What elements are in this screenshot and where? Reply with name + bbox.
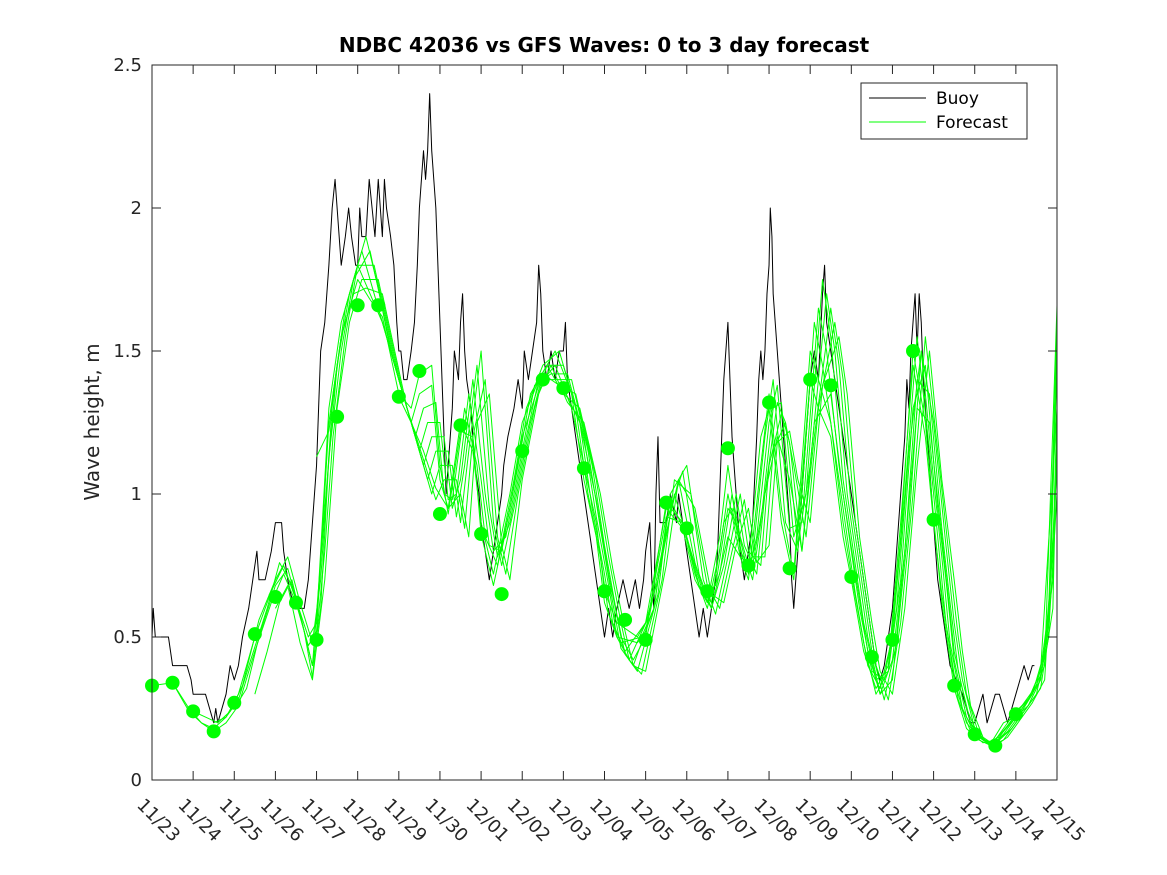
marker-layer [145,298,1023,753]
forecast-marker-33 [823,378,838,393]
forecast-marker-12 [391,389,406,404]
forecast-marker-36 [885,632,900,647]
forecast-marker-38 [926,512,941,527]
forecast-marker-1 [165,675,180,690]
y-tick-label-0: 0 [131,770,142,791]
forecast-series-line-6 [254,264,1058,744]
forecast-marker-5 [247,627,262,642]
forecast-marker-8 [309,632,324,647]
forecast-marker-26 [679,521,694,536]
plot-area [145,64,1058,781]
forecast-marker-16 [474,527,489,542]
y-tick-label-3: 1.5 [113,341,142,362]
forecast-marker-31 [782,561,797,576]
y-axis-label: Wave height, m [80,343,104,500]
forecast-marker-17 [494,587,509,602]
forecast-marker-21 [576,461,591,476]
forecast-series-line-7 [274,279,1058,744]
legend-buoy-label: Buoy [936,89,979,109]
forecast-series-line-9 [398,336,1058,747]
legend-box [860,82,1028,140]
forecast-marker-25 [659,495,674,510]
y-tick-label-4: 2 [131,198,142,219]
forecast-marker-27 [700,584,715,599]
y-tick-label-1: 0.5 [113,627,142,648]
forecast-marker-18 [515,444,530,459]
forecast-marker-3 [206,724,221,739]
forecast-marker-19 [535,372,550,387]
forecast-marker-23 [618,612,633,627]
y-axis: 0 0.5 1 1.5 2 2.5 [113,55,1057,791]
axes-background [152,65,1057,780]
forecast-marker-20 [556,381,571,396]
forecast-marker-14 [432,507,447,522]
forecast-marker-42 [1008,707,1023,722]
forecast-marker-24 [638,632,653,647]
forecast-marker-15 [453,418,468,433]
forecast-marker-34 [844,569,859,584]
forecast-marker-41 [988,738,1003,753]
forecast-marker-6 [268,589,283,604]
forecast-marker-2 [186,704,201,719]
forecast-marker-4 [227,695,242,710]
legend-forecast-label: Forecast [936,113,1008,133]
forecast-marker-7 [288,595,303,610]
forecast-marker-39 [947,678,962,693]
forecast-marker-40 [967,727,982,742]
forecast-marker-30 [762,395,777,410]
forecast-marker-11 [371,298,386,313]
forecast-marker-13 [412,364,427,379]
forecast-marker-37 [906,344,921,358]
forecast-marker-9 [330,409,345,424]
forecast-marker-28 [720,441,735,456]
forecast-marker-10 [350,298,365,313]
forecast-marker-29 [741,558,756,573]
forecast-marker-35 [864,650,879,665]
forecast-marker-22 [597,584,612,599]
chart-title: NDBC 42036 vs GFS Waves: 0 to 3 day fore… [339,33,870,57]
y-tick-label-2: 1 [131,484,142,505]
legend: Buoy Forecast [860,82,1028,140]
y-tick-label-5: 2.5 [113,55,142,76]
forecast-series-line-8 [316,287,1058,747]
forecast-marker-32 [803,372,818,387]
